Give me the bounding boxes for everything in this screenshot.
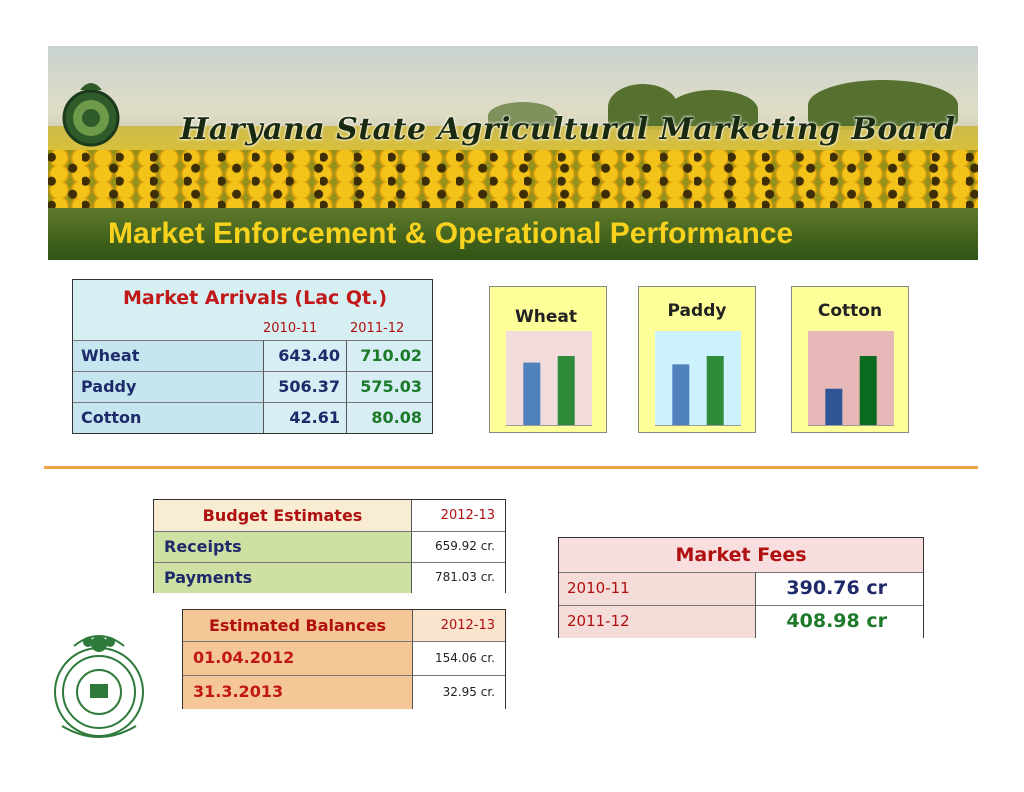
fees-value: 390.76 cr [755,572,923,605]
page-title: Market Enforcement & Operational Perform… [108,217,794,250]
balances-header-label: Estimated Balances [183,610,412,641]
fees-year: 2010-11 [559,572,755,605]
budget-header-label: Budget Estimates [154,500,411,531]
fees-value: 408.98 cr [755,605,923,638]
bar-paddy-0 [672,364,690,426]
budget-row-label: Receipts [154,531,411,562]
market-fees-table: Market Fees 2010-11 390.76 cr 2011-12 40… [558,537,924,638]
plot-background [506,331,592,426]
value-2010-11: 42.61 [263,402,346,433]
cotton-mini-chart: Cotton [791,286,909,433]
bar-cotton-0 [825,388,843,426]
plot-background [808,331,894,426]
chart-svg [506,331,592,426]
chart-svg [655,331,741,426]
banner-tree [808,80,958,130]
chart-title: Wheat [515,307,577,327]
crop-name: Cotton [73,402,263,433]
year-header: 2011-12 [350,321,405,336]
fees-year: 2011-12 [559,605,755,638]
table-header: Market Arrivals (Lac Qt.) 2010-11 2011-1… [73,280,432,340]
title-bar [48,208,978,260]
bar-wheat-1 [557,356,575,426]
balances-header-year: 2012-13 [412,610,505,641]
bar-cotton-1 [859,356,877,426]
value-2011-12: 710.02 [346,340,432,371]
banner-tree [488,102,558,130]
year-header: 2010-11 [263,321,318,336]
board-seal-icon [54,635,144,738]
estimated-balances-table: Estimated Balances 2012-13 01.04.2012 15… [182,609,506,709]
chart-plot-area [506,331,592,426]
chart-plot-area [655,331,741,426]
budget-row-value: 781.03 cr. [411,562,505,593]
value-2010-11: 506.37 [263,371,346,402]
bar-paddy-1 [706,356,724,426]
balance-row-label: 31.3.2013 [183,675,412,709]
board-emblem-icon [62,83,120,147]
table-title: Market Arrivals (Lac Qt.) [123,287,388,309]
budget-row-value: 659.92 cr. [411,531,505,562]
organization-name: Haryana State Agricultural Marketing Boa… [180,112,956,147]
plot-background [655,331,741,426]
chart-plot-area [808,331,894,426]
crop-name: Paddy [73,371,263,402]
value-2011-12: 575.03 [346,371,432,402]
value-2011-12: 80.08 [346,402,432,433]
banner-tree [668,90,758,130]
paddy-mini-chart: Paddy [638,286,756,433]
value-2010-11: 643.40 [263,340,346,371]
budget-row-label: Payments [154,562,411,593]
bar-wheat-0 [523,362,541,426]
balance-row-value: 32.95 cr. [412,675,505,709]
fees-title: Market Fees [559,538,923,572]
table-row: Wheat 643.40 710.02 [73,340,432,371]
budget-estimates-table: Budget Estimates 2012-13 Receipts 659.92… [153,499,506,593]
balance-row-value: 154.06 cr. [412,641,505,675]
crop-name: Wheat [73,340,263,371]
market-arrivals-table: Market Arrivals (Lac Qt.) 2010-11 2011-1… [72,279,433,434]
table-row: Cotton 42.61 80.08 [73,402,432,433]
balance-row-label: 01.04.2012 [183,641,412,675]
table-row: Paddy 506.37 575.03 [73,371,432,402]
budget-header-year: 2012-13 [411,500,505,531]
chart-title: Cotton [817,301,883,321]
banner-tree [608,84,678,130]
chart-title: Paddy [667,301,727,321]
chart-svg [808,331,894,426]
wheat-mini-chart: Wheat [489,286,607,433]
section-divider [44,466,978,469]
